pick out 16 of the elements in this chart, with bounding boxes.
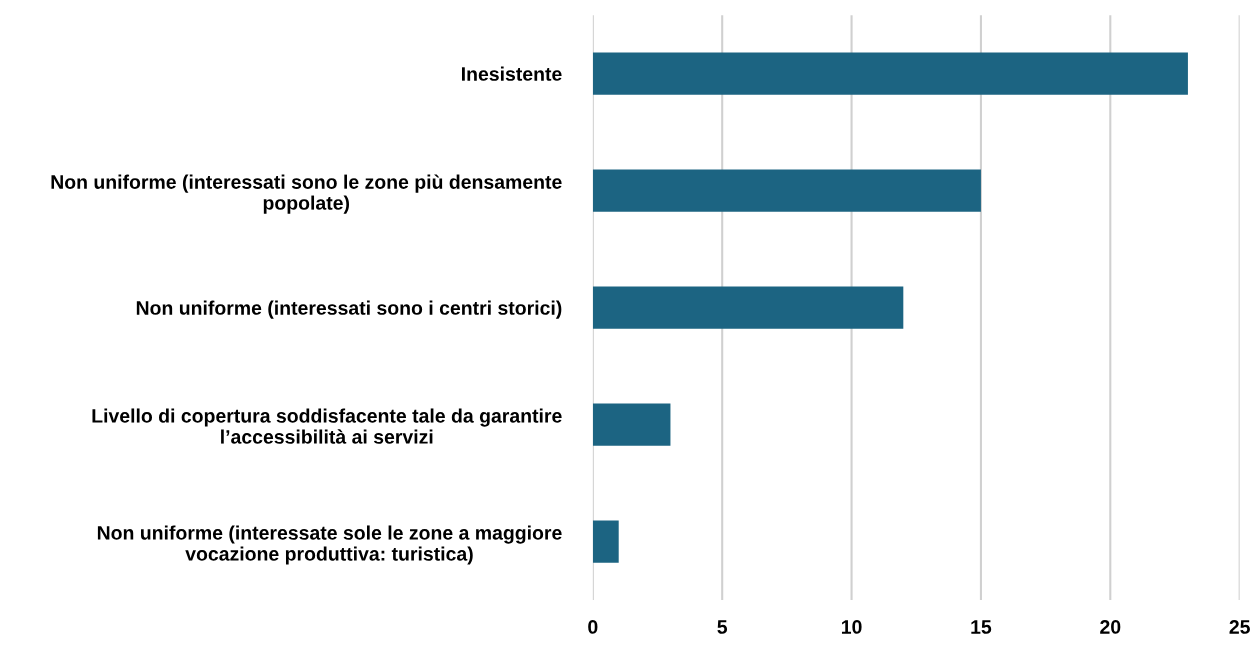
y-tick-label: Non uniforme (interessate sole le zone a maggiore vocazione produttiva: turistica): [97, 525, 562, 565]
x-tick-label: 10: [841, 620, 862, 634]
x-tick-label: 25: [1229, 620, 1250, 634]
y-tick-label: Non uniforme (interessati sono le zone più densamente popolate): [51, 174, 562, 214]
y-tick-label: Inesistente: [462, 66, 562, 81]
y-tick-label: Non uniforme (interessati sono i centri storici): [136, 300, 562, 319]
bar: [592, 52, 1188, 95]
bar: [592, 286, 904, 329]
x-tick-label: 0: [588, 620, 598, 634]
x-tick-label: 15: [971, 620, 992, 634]
y-tick-label: Livello di copertura soddisfacente tale da garantire l’accessibilità ai servizi: [92, 408, 562, 444]
x-tick-label: 5: [717, 620, 728, 634]
x-tick-label: 20: [1100, 620, 1121, 634]
bar: [592, 520, 619, 563]
bar: [592, 403, 671, 446]
bar: [592, 169, 981, 212]
